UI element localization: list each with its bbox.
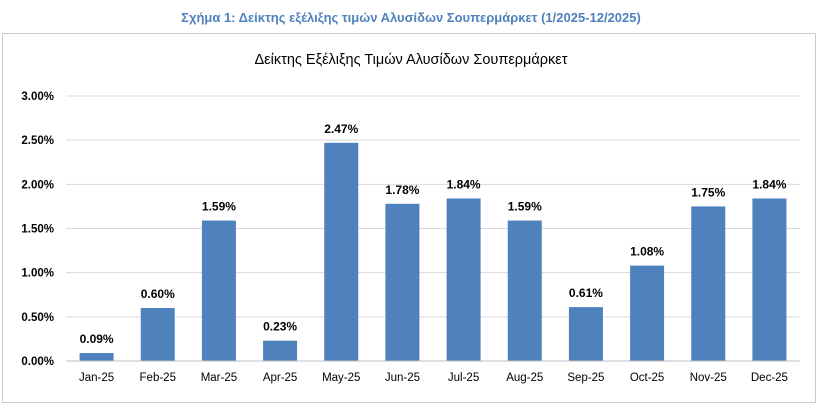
x-tick-label: Apr-25 — [263, 372, 298, 384]
data-label: 0.23% — [263, 320, 297, 334]
bar — [140, 308, 175, 361]
y-axis-ticks: 0.00% 0.50% 1.00% 1.50% 2.00% 2.50% 3.00% — [21, 91, 54, 368]
bar — [324, 142, 359, 361]
y-tick-label: 0.00% — [21, 356, 54, 368]
y-tick-label: 1.00% — [21, 268, 54, 280]
bar — [568, 307, 603, 361]
y-tick-label: 0.50% — [21, 312, 54, 324]
x-tick-label: Jul-25 — [448, 372, 479, 384]
data-labels: 0.09% 0.60% 1.59% 0.23% 2.47% 1.78% 1.84% 1.59%… — [80, 122, 787, 346]
x-tick-label: Mar-25 — [201, 372, 237, 384]
data-label: 0.61% — [569, 286, 603, 300]
bar — [263, 340, 298, 361]
bar — [201, 220, 236, 361]
data-label: 1.08% — [630, 245, 664, 259]
x-tick-label: Dec-25 — [751, 372, 788, 384]
bar — [630, 265, 665, 361]
x-tick-label: Oct-25 — [630, 372, 665, 384]
bar — [752, 198, 787, 361]
x-tick-label: May-25 — [322, 372, 360, 384]
x-tick-label: Aug-25 — [506, 372, 543, 384]
y-tick-label: 1.50% — [21, 224, 54, 236]
data-label: 1.84% — [447, 177, 481, 191]
data-label: 1.75% — [691, 185, 725, 199]
bar — [691, 206, 726, 361]
chart-title: Δείκτης Εξέλιξης Τιμών Αλυσίδων Σουπερμά… — [255, 52, 568, 68]
bar — [446, 198, 481, 361]
bars — [79, 142, 787, 361]
y-tick-label: 2.50% — [21, 135, 54, 147]
data-label: 0.60% — [141, 287, 175, 301]
data-label: 1.84% — [752, 177, 786, 191]
bar — [507, 220, 542, 361]
x-tick-label: Sep-25 — [567, 372, 604, 384]
gridlines — [66, 95, 800, 318]
y-tick-label: 3.00% — [21, 91, 54, 103]
x-axis-ticks: Jan-25 Feb-25 Mar-25 Apr-25 May-25 Jun-25 Jul-… — [79, 372, 788, 384]
data-label: 1.78% — [385, 183, 419, 197]
data-label: 1.59% — [202, 200, 236, 214]
x-tick-label: Nov-25 — [690, 372, 727, 384]
y-tick-label: 2.00% — [21, 179, 54, 191]
bar — [79, 353, 114, 361]
x-tick-label: Jun-25 — [385, 372, 420, 384]
figure-caption: Σχήμα 1: Δείκτης εξέλιξης τιμών Αλυσίδων… — [181, 10, 641, 25]
data-label: 2.47% — [324, 122, 358, 136]
x-tick-label: Jan-25 — [79, 372, 114, 384]
data-label: 0.09% — [80, 332, 114, 346]
x-tick-label: Feb-25 — [140, 372, 176, 384]
data-label: 1.59% — [508, 200, 542, 214]
bar — [385, 203, 420, 361]
